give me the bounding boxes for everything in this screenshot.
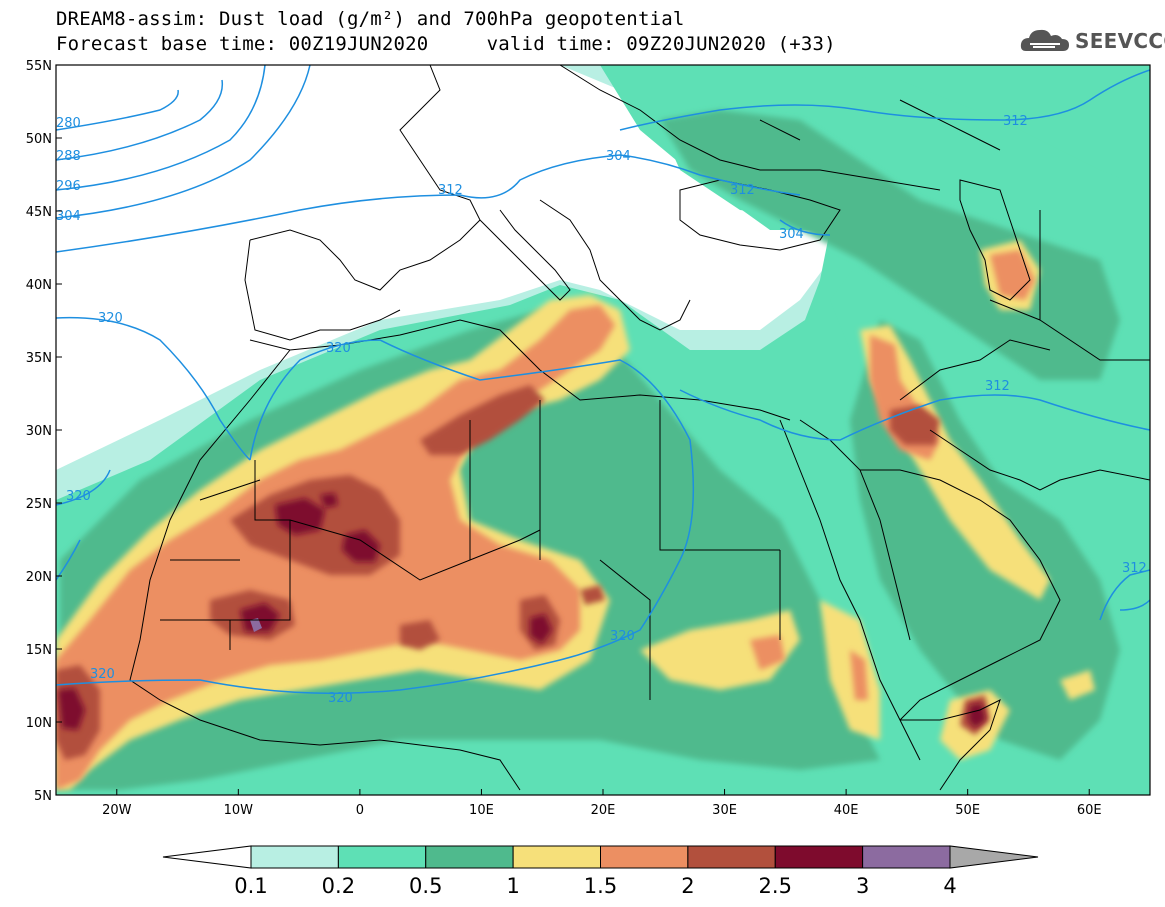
lon-tick-label: 20E (591, 803, 616, 818)
colorbar-segment (687, 845, 776, 869)
lat-tick-label: 10N (26, 716, 52, 731)
lat-tick-label: 25N (26, 497, 52, 512)
coastlines (129, 65, 1150, 791)
colorbar-segment (949, 845, 1039, 869)
lat-tick-label: 5N (34, 789, 52, 804)
colorbar-label: 0.5 (409, 874, 442, 898)
contour-label: 312 (438, 183, 463, 198)
lat-tick-label: 50N (26, 132, 52, 147)
lon-tick-label: 10W (224, 803, 254, 818)
lat-tick-label: 35N (26, 351, 52, 366)
contour-label: 280 (56, 116, 81, 131)
contour-label: 320 (328, 691, 353, 706)
colorbar-label: 4 (943, 874, 956, 898)
colorbar-label: 0.1 (234, 874, 267, 898)
dust-field (56, 65, 1150, 795)
map-title-line2: Forecast base time: 00Z19JUN2020 valid t… (56, 33, 836, 55)
dust-band-2.5 (58, 493, 986, 730)
lat-tick-label: 30N (26, 424, 52, 439)
map-title-line1: DREAM8-assim: Dust load (g/m²) and 700hP… (56, 8, 685, 30)
lon-tick-label: 20W (102, 803, 132, 818)
lat-tick-label: 45N (26, 205, 52, 220)
contour-label-group: 280 288 296 304 312 320 304 312 304 312 … (56, 114, 1147, 706)
lon-tick-label: 30E (712, 803, 737, 818)
lon-tick-label: 40E (834, 803, 859, 818)
contour-label: 296 (56, 179, 81, 194)
lat-tick-label: 20N (26, 570, 52, 585)
lon-axis: 20W 10W 0 10E 20E 30E 40E 50E 60E (102, 789, 1102, 818)
colorbar-segment (774, 845, 864, 869)
brand-logo: SEEVCCC (1018, 24, 1165, 58)
colorbar-segment (337, 845, 427, 869)
contour-label: 304 (779, 227, 804, 242)
contour-label: 320 (66, 489, 91, 504)
colorbar-label: 0.2 (322, 874, 355, 898)
lon-tick-label: 60E (1077, 803, 1102, 818)
contour-label: 312 (985, 379, 1010, 394)
contour-label: 312 (730, 183, 755, 198)
colorbar-segment (512, 845, 601, 869)
contour-label: 320 (326, 341, 351, 356)
lon-tick-label: 10E (469, 803, 494, 818)
colorbar-segment (862, 845, 951, 869)
colorbar-label: 1 (506, 874, 519, 898)
contour-label: 320 (98, 311, 123, 326)
lat-tick-label: 40N (26, 278, 52, 293)
colorbar-label: 2 (681, 874, 694, 898)
lat-tick-label: 15N (26, 643, 52, 658)
colorbar-segment (250, 845, 339, 869)
brand-name: SEEVCCC (1075, 29, 1165, 53)
colorbar-label: 3 (856, 874, 869, 898)
contour-label: 288 (56, 149, 81, 164)
lat-axis: 55N 50N 45N 40N 35N 30N 25N 20N 15N 10N 5N (26, 59, 62, 804)
colorbar: 0.1 0.2 0.5 1 1.5 2 2.5 3 4 (162, 845, 1039, 898)
lon-tick-label: 0 (356, 803, 364, 818)
colorbar-label: 2.5 (759, 874, 792, 898)
contour-label: 304 (606, 149, 631, 164)
colorbar-segment (162, 845, 252, 869)
contour-label: 320 (90, 667, 115, 682)
lat-tick-label: 55N (26, 59, 52, 74)
colorbar-segment (600, 845, 689, 869)
lon-tick-label: 50E (955, 803, 980, 818)
colorbar-label: 1.5 (584, 874, 617, 898)
cloud-logo-icon (1020, 29, 1069, 51)
dust-band-3.0 (250, 618, 262, 632)
geopotential-contours (56, 65, 1150, 695)
contour-label: 312 (1122, 561, 1147, 576)
colorbar-segment (425, 845, 514, 869)
contour-label: 320 (610, 629, 635, 644)
contour-label: 312 (1003, 114, 1028, 129)
contour-label: 304 (56, 209, 81, 224)
